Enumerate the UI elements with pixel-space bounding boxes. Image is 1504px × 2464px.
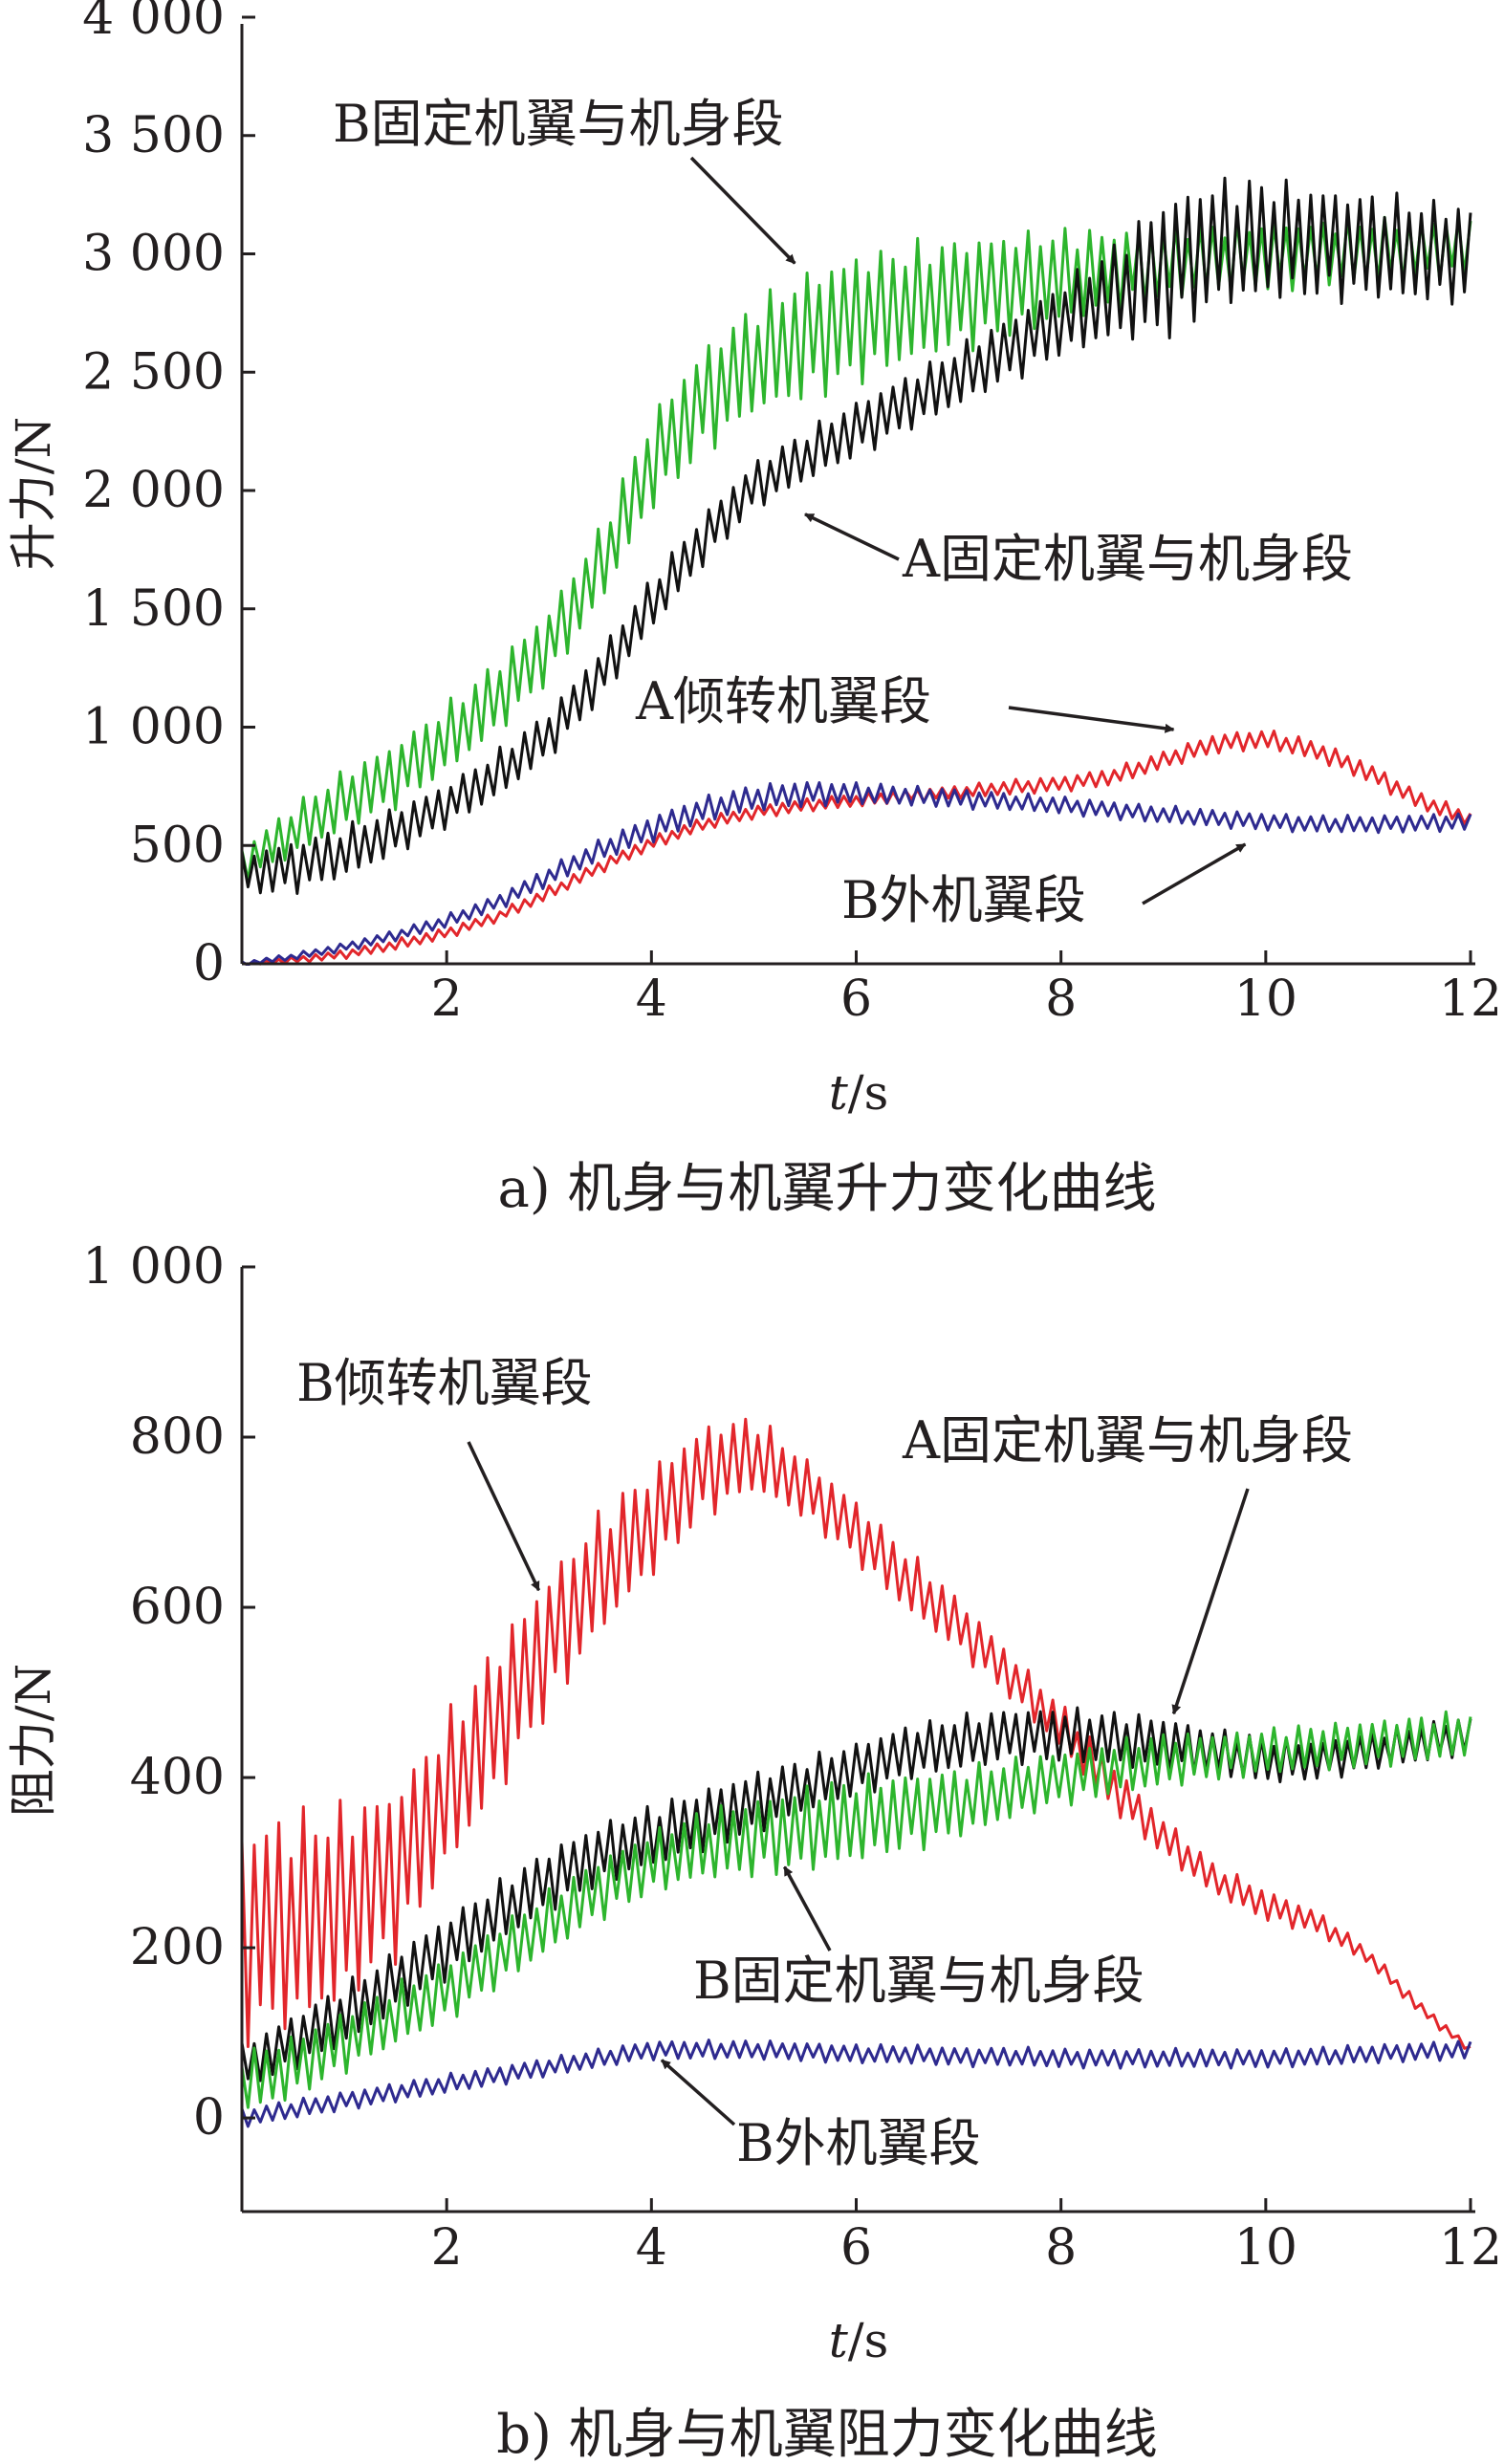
annotation-arrow <box>689 156 796 265</box>
lift-y-tick-label: 500 <box>130 817 225 874</box>
lift-y-tick-label: 2 500 <box>82 343 225 401</box>
lift-y-tick-label: 0 <box>193 935 225 992</box>
drag-series-group <box>242 1417 1472 2128</box>
drag-y-tick-label: 0 <box>193 2089 225 2147</box>
lift-x-axis-label: t/s <box>829 1065 889 1121</box>
drag-x-axis-label: t/s <box>829 2313 889 2368</box>
lift-y-tick-label: 3 000 <box>82 226 225 283</box>
lift-x-tick-label: 2 <box>431 970 463 1028</box>
lift-x-tick-label: 4 <box>636 970 667 1028</box>
lift-series-line-4 <box>242 781 1472 966</box>
lift-y-ticks: 0 500 1 000 1 500 2 000 2 500 3 000 3 500 4 000 <box>82 0 255 992</box>
drag-x-tick-label: 8 <box>1045 2219 1077 2277</box>
drag-y-tick-label: 200 <box>130 1919 225 1976</box>
annotation-arrow <box>1008 706 1175 733</box>
lift-y-axis-label: 升力/N <box>6 417 61 571</box>
drag-x-tick-label: 6 <box>840 2219 872 2277</box>
annotation-b-b-tilt-wing: B倾转机翼段 <box>296 1353 593 1413</box>
drag-series-line-4 <box>242 2039 1472 2128</box>
lift-x-tick-label: 10 <box>1234 970 1297 1028</box>
drag-chart: 0 200 400 600 800 1 000 2 4 6 8 10 12 阻力/N t/s B倾转… <box>6 1238 1502 2464</box>
drag-y-tick-label: 400 <box>130 1749 225 1806</box>
drag-y-tick-label: 800 <box>130 1408 225 1466</box>
lift-chart-caption: a) 机身与机翼升力变化曲线 <box>497 1158 1156 1220</box>
annotation-b-b-fixed-wing-fuselage: B固定机翼与机身段 <box>693 1951 1144 2011</box>
lift-x-tick-label: 6 <box>840 970 872 1028</box>
drag-x-ticks: 2 4 6 8 10 12 <box>431 2198 1502 2277</box>
lift-series-line-3 <box>242 730 1472 966</box>
lift-x-tick-label: 12 <box>1439 970 1502 1028</box>
lift-y-tick-label: 1 000 <box>82 699 225 756</box>
annotation-a-a-tilt-wing: A倾转机翼段 <box>635 671 931 731</box>
drag-x-tick-label: 2 <box>431 2219 463 2277</box>
annotation-a-b-fixed-wing-fuselage: B固定机翼与机身段 <box>333 94 784 154</box>
annotation-arrow <box>467 1441 541 1592</box>
lift-x-tick-label: 8 <box>1045 970 1077 1028</box>
drag-x-tick-label: 4 <box>636 2219 667 2277</box>
drag-y-tick-label: 600 <box>130 1579 225 1636</box>
lift-y-tick-label: 4 000 <box>82 0 225 46</box>
drag-y-tick-label: 1 000 <box>82 1238 225 1296</box>
annotation-arrow <box>782 1865 832 1952</box>
annotation-arrow <box>1171 1488 1250 1715</box>
drag-series-line-1 <box>242 1417 1471 2050</box>
lift-annotations: B固定机翼与机身段 A固定机翼与机身段 A倾转机翼段 B外机翼段 <box>333 94 1353 930</box>
lift-series-line-2 <box>242 176 1472 895</box>
annotation-arrow <box>1142 842 1247 905</box>
annotation-b-b-outer-wing: B外机翼段 <box>736 2113 981 2173</box>
annotation-b-a-fixed-wing-fuselage: A固定机翼与机身段 <box>902 1410 1353 1471</box>
drag-x-tick-label: 10 <box>1234 2219 1297 2277</box>
lift-series-group <box>242 176 1472 966</box>
drag-y-axis-label: 阻力/N <box>6 1664 61 1818</box>
drag-x-tick-label: 12 <box>1439 2219 1502 2277</box>
lift-y-tick-label: 1 500 <box>82 580 225 638</box>
lift-y-tick-label: 2 000 <box>82 462 225 519</box>
annotation-arrow <box>804 512 900 561</box>
drag-y-ticks: 0 200 400 600 800 1 000 <box>82 1238 255 2147</box>
annotation-a-b-outer-wing: B外机翼段 <box>841 870 1086 930</box>
lift-y-tick-label: 3 500 <box>82 107 225 164</box>
lift-x-ticks: 2 4 6 8 10 12 <box>431 950 1502 1028</box>
drag-series-line-3 <box>242 1710 1472 2109</box>
annotation-arrow <box>660 2059 736 2126</box>
annotation-a-a-fixed-wing-fuselage: A固定机翼与机身段 <box>902 529 1353 589</box>
drag-annotations: B倾转机翼段 A固定机翼与机身段 B固定机翼与机身段 B外机翼段 <box>296 1353 1353 2173</box>
drag-chart-caption: b) 机身与机翼阻力变化曲线 <box>496 2404 1158 2464</box>
